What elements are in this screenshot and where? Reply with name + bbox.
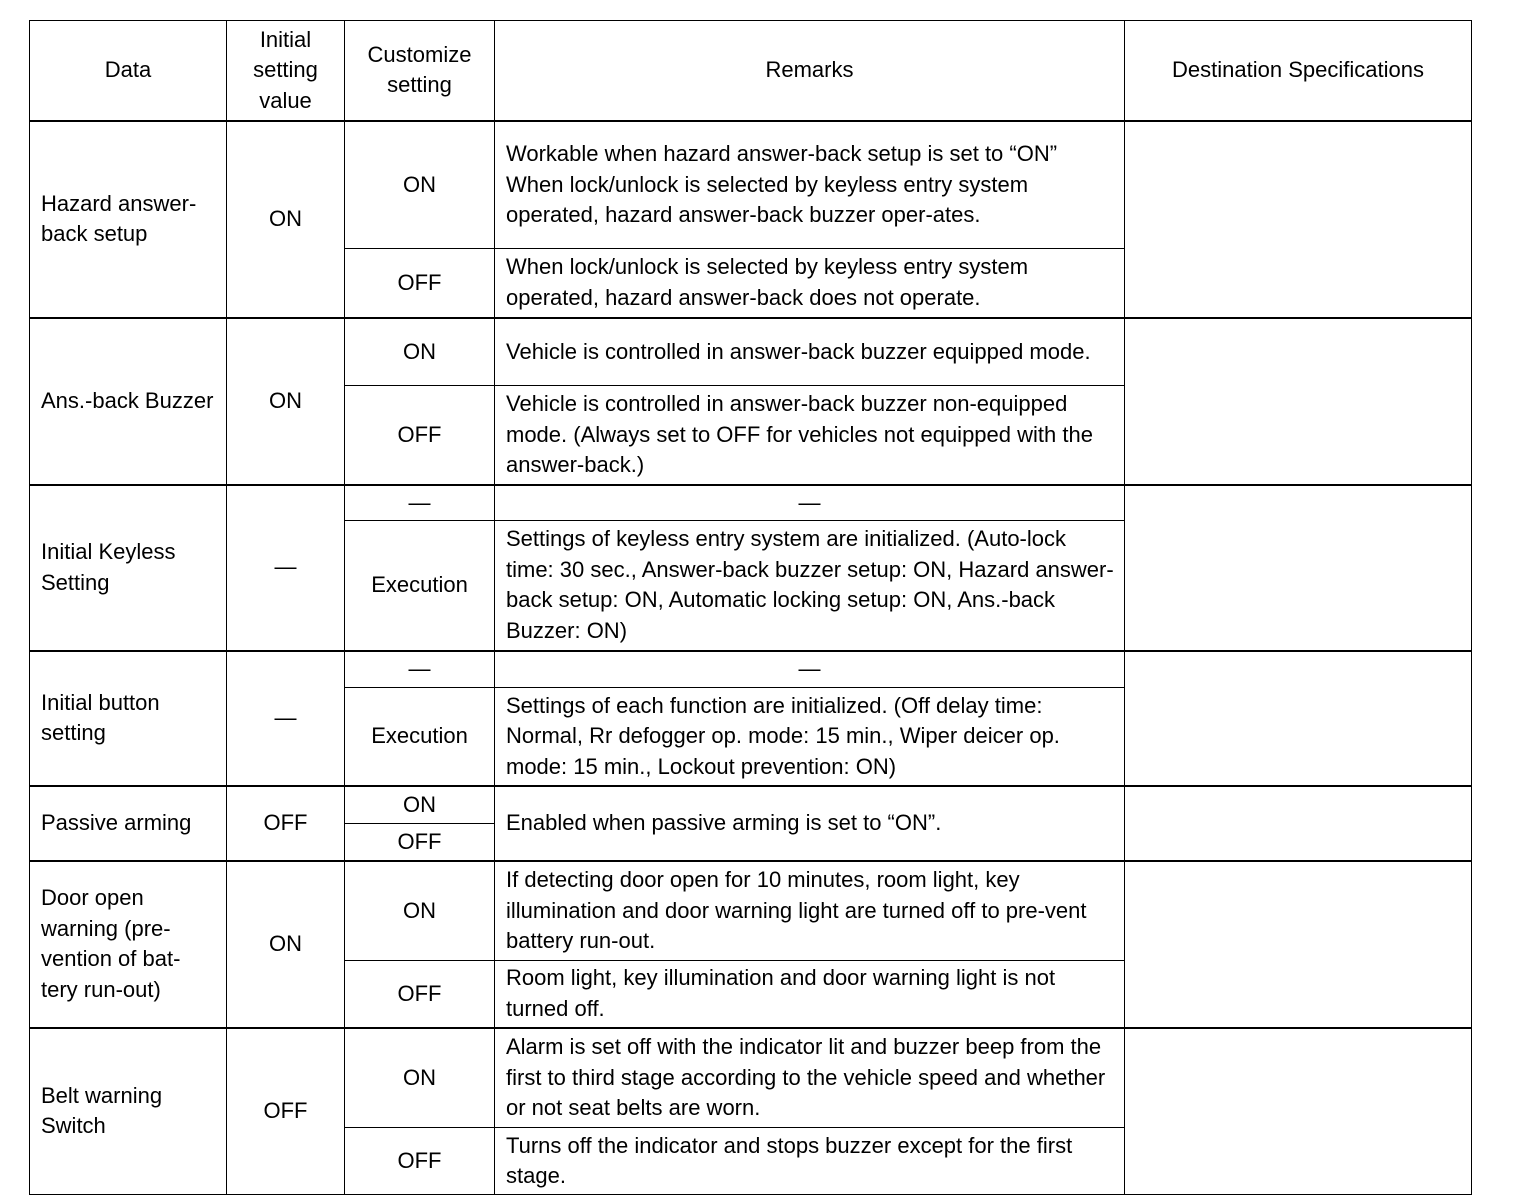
data-cell: Initial Keyless Setting <box>29 483 227 651</box>
initial-value-cell: OFF <box>226 1026 345 1195</box>
remarks-cell: — <box>494 649 1125 688</box>
remarks-cell: — <box>494 483 1125 521</box>
initial-value-cell: ON <box>226 859 345 1028</box>
customize-setting-cell: ON <box>344 784 495 824</box>
table-row: Initial Keyless Setting — — — <box>29 483 1472 651</box>
customize-setting-cell: OFF <box>344 960 495 1028</box>
table-row: OFF Turns off the indicator and stops buz… <box>30 1127 1472 1195</box>
remarks-cell: Settings of keyless entry system are ini… <box>494 520 1125 651</box>
initial-value-cell: ON <box>226 119 345 318</box>
remarks-cell: If detecting door open for 10 minutes, r… <box>494 859 1125 961</box>
customize-setting-cell: Execution <box>344 520 495 651</box>
remarks-cell: Enabled when passive arming is set to “O… <box>494 784 1125 861</box>
header-destination: Destination Specifications <box>1124 20 1472 121</box>
customize-setting-cell: Execution <box>344 687 495 786</box>
header-data: Data <box>29 20 227 121</box>
data-cell: Hazard answer-back setup <box>29 119 227 318</box>
remarks-cell: Settings of each function are initialize… <box>494 687 1125 786</box>
destination-cell <box>1124 649 1472 786</box>
customize-setting-cell: OFF <box>344 385 495 485</box>
table-row: Hazard answer-back setup ON ON Workable whe… <box>29 119 1472 318</box>
customize-settings-table: Data Initial setting value Customize set… <box>29 20 1472 1195</box>
remarks-cell: When lock/unlock is selected by keyless … <box>494 248 1125 318</box>
customize-setting-cell: — <box>344 483 495 521</box>
table-row: Door open warning (pre-vention of bat-te… <box>29 859 1472 1028</box>
customize-setting-cell: OFF <box>344 823 495 861</box>
table-row: OFF When lock/unlock is selected by keyle… <box>30 248 1472 318</box>
initial-value-cell: OFF <box>226 784 345 861</box>
destination-cell <box>1124 119 1472 318</box>
header-initial: Initial setting value <box>226 20 345 121</box>
customize-setting-cell: ON <box>344 1026 495 1128</box>
header-customize: Customize setting <box>344 20 495 121</box>
table-row: Passive arming OFF ON Enabled when passive … <box>29 784 1472 861</box>
destination-cell <box>1124 316 1472 485</box>
initial-value-cell: — <box>226 649 345 786</box>
table-row: Ans.-back Buzzer ON ON Vehicle is controlle… <box>29 316 1472 485</box>
header-remarks: Remarks <box>494 20 1125 121</box>
destination-cell <box>1124 859 1472 1028</box>
destination-cell <box>1124 1026 1472 1195</box>
table-row: OFF Room light, key illumination and door… <box>30 960 1472 1028</box>
data-cell: Door open warning (pre-vention of bat-te… <box>29 859 227 1028</box>
customize-setting-cell: OFF <box>344 1127 495 1195</box>
remarks-cell: Vehicle is controlled in answer-back buz… <box>494 385 1125 485</box>
customize-setting-cell: — <box>344 649 495 688</box>
table-row: Execution Settings of keyless entry syste… <box>30 520 1472 651</box>
data-cell: Initial button setting <box>29 649 227 786</box>
customize-setting-cell: ON <box>344 859 495 961</box>
remarks-cell: Alarm is set off with the indicator lit … <box>494 1026 1125 1128</box>
remarks-cell: Vehicle is controlled in answer-back buz… <box>494 316 1125 386</box>
table-row: OFF Vehicle is controlled in answer-back … <box>30 385 1472 485</box>
initial-value-cell: — <box>226 483 345 651</box>
customize-setting-cell: ON <box>344 316 495 386</box>
data-cell: Ans.-back Buzzer <box>29 316 227 485</box>
header-row: Data Initial setting value Customize set… <box>29 20 1472 121</box>
data-cell: Passive arming <box>29 784 227 861</box>
table-row: Initial button setting — — — <box>29 649 1472 786</box>
destination-cell <box>1124 784 1472 861</box>
remarks-cell: Room light, key illumination and door wa… <box>494 960 1125 1028</box>
customize-setting-cell: ON <box>344 119 495 249</box>
remarks-cell: Turns off the indicator and stops buzzer… <box>494 1127 1125 1195</box>
remarks-cell: Workable when hazard answer-back setup i… <box>494 119 1125 249</box>
destination-cell <box>1124 483 1472 651</box>
initial-value-cell: ON <box>226 316 345 485</box>
data-cell: Belt warning Switch <box>29 1026 227 1195</box>
customize-setting-cell: OFF <box>344 248 495 318</box>
table-row: Belt warning Switch OFF ON Alarm is set off… <box>29 1026 1472 1195</box>
